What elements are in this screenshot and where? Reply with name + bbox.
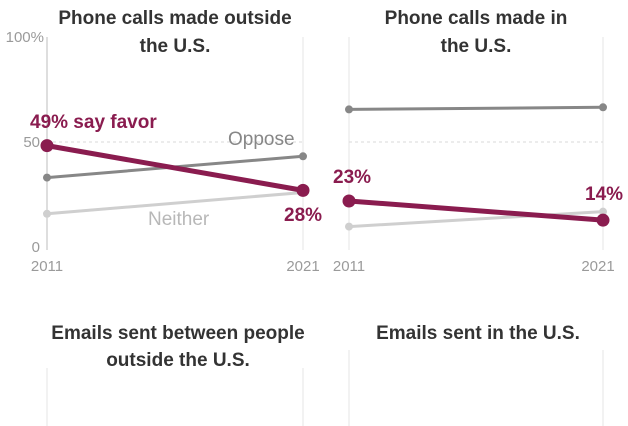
panel-2-oppose-point-2011 — [345, 105, 353, 114]
panel-2-x-tick-2021: 2021 — [581, 258, 614, 275]
panel-2-favor-point-2011 — [342, 194, 356, 208]
panel-2-end-value-label: 14% — [585, 184, 623, 205]
panel-emails-in-us: Emails sent in the U.S. — [348, 323, 604, 426]
panel-2-title-line-1: Phone calls made in — [385, 8, 568, 29]
panel-1-favor-line — [44, 143, 306, 193]
series-label-neither: Neither — [148, 209, 210, 230]
panel-2-x-tick-2011: 2011 — [333, 258, 365, 275]
panel-phone-outside: Phone calls made outside the U.S. 100% 5… — [6, 8, 320, 275]
panel-1-neither-point-2011 — [43, 209, 51, 218]
y-tick-50: 50 — [23, 134, 40, 151]
panel-3-title-line-1: Emails sent between people — [51, 323, 304, 344]
panel-1-x-tick-2011: 2011 — [31, 258, 63, 275]
panel-2-oppose-point-2021 — [599, 103, 607, 112]
panel-2-neither-line — [347, 210, 605, 229]
panel-1-start-value-label: 49% say favor — [30, 112, 157, 133]
panel-1-end-value-label: 28% — [284, 205, 322, 226]
panel-2-start-value-label: 23% — [333, 167, 371, 188]
panel-2-neither-point-2011 — [345, 222, 353, 231]
panel-1-title-line-2: the U.S. — [140, 36, 211, 57]
panel-2-favor-point-2021 — [596, 213, 610, 227]
panel-4-title-line-1: Emails sent in the U.S. — [376, 323, 580, 344]
panel-1-oppose-point-2021 — [299, 152, 307, 161]
panel-emails-outside: Emails sent between people outside the U… — [46, 323, 305, 426]
panel-3-title-line-2: outside the U.S. — [106, 350, 250, 371]
panel-phone-in-us: Phone calls made in the U.S. 2011 2021 — [333, 8, 615, 275]
panel-2-oppose-line — [347, 105, 605, 111]
chart-marks — [40, 103, 610, 231]
panel-1-title-line-1: Phone calls made outside — [58, 8, 291, 29]
y-tick-0: 0 — [32, 239, 40, 256]
panel-2-title-line-2: the U.S. — [441, 36, 512, 57]
panel-2-favor-line — [346, 198, 606, 223]
panel-1-favor-point-2011 — [40, 139, 54, 153]
panel-1-x-tick-2021: 2021 — [286, 258, 319, 275]
panel-1-favor-point-2021 — [296, 183, 310, 197]
panel-1-oppose-point-2011 — [43, 173, 51, 182]
series-label-oppose: Oppose — [228, 129, 295, 150]
panel-1-neither-line — [45, 190, 305, 216]
y-tick-100: 100% — [6, 29, 44, 46]
panel-2-neither-point-2021 — [599, 207, 607, 216]
